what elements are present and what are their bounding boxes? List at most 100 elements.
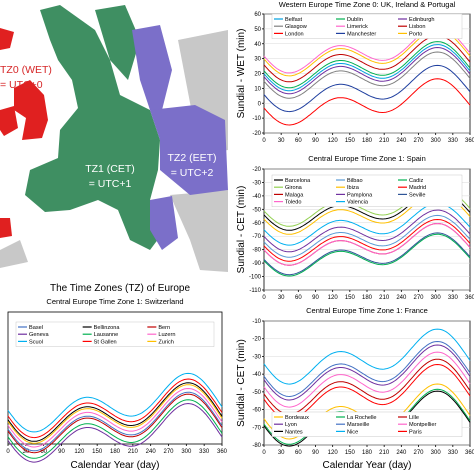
series-line-bern <box>7 393 223 454</box>
series-line-pamplona <box>263 209 471 253</box>
series-line-luzern <box>7 387 223 448</box>
xtick-label: 30 <box>278 450 285 456</box>
xtick-label: 150 <box>345 295 356 301</box>
xtick-label: 210 <box>379 138 390 144</box>
map-iceland <box>0 28 14 50</box>
legend-label: Manchester <box>347 31 376 37</box>
legend-box <box>271 13 463 39</box>
legend-label: Malaga <box>285 192 304 198</box>
xtick-label: 360 <box>465 138 474 144</box>
xtick-label: 120 <box>328 450 339 456</box>
series-line-scuol <box>7 372 223 433</box>
map-other-land <box>0 240 28 268</box>
map-portugal <box>0 218 12 238</box>
xtick-label: 60 <box>40 449 47 455</box>
ytick-label: -70 <box>252 425 261 431</box>
xtick-label: 360 <box>465 450 474 456</box>
legend-box <box>271 174 463 207</box>
series-line-marseille <box>263 340 471 398</box>
map-great-britain <box>14 80 48 140</box>
ytick-label: -80 <box>252 443 261 449</box>
legend-label: Girona <box>285 185 303 191</box>
legend-label: Edinburgh <box>409 17 435 23</box>
legend-label: Bordeaux <box>285 415 309 421</box>
legend-box <box>271 411 463 437</box>
tz2-line2: = UTC+2 <box>170 167 214 179</box>
ytick-label: -50 <box>252 207 261 213</box>
legend-label: Pamplona <box>347 192 373 198</box>
legend-label: Lyon <box>285 422 297 428</box>
tz0-line1: TZ0 (WET) <box>0 64 52 76</box>
legend-label: Zurich <box>158 339 174 345</box>
xtick-label: 90 <box>312 138 319 144</box>
xtick-label: 240 <box>396 295 407 301</box>
ytick-label: -20 <box>252 337 261 343</box>
xtick-label: 330 <box>448 295 459 301</box>
xtick-label: 120 <box>328 295 339 301</box>
series-line-geneva <box>7 402 223 463</box>
series-line-nice <box>263 328 471 385</box>
legend-label: Toledo <box>285 200 301 206</box>
legend-label: Paris <box>409 429 422 435</box>
legend-label: Lisbon <box>409 24 425 30</box>
tz1-line2: = UTC+1 <box>88 178 132 190</box>
legend-label: Porto <box>409 31 422 37</box>
y-axis-label: Sundial - WET (min) <box>236 29 247 119</box>
ytick-label: 20 <box>254 72 261 78</box>
xtick-label: 360 <box>217 449 228 455</box>
xtick-label: 180 <box>362 295 373 301</box>
xtick-label: 30 <box>278 138 285 144</box>
map-greece <box>150 196 178 250</box>
xtick-label: 180 <box>110 449 121 455</box>
series-line-edinburgh <box>263 46 471 95</box>
xtick-label: 270 <box>413 450 424 456</box>
legend-label: Dublin <box>347 17 363 23</box>
ytick-label: -30 <box>252 180 261 186</box>
xtick-label: 150 <box>345 450 356 456</box>
legend-box <box>15 321 215 347</box>
xtick-label: 30 <box>22 449 29 455</box>
chart-title: Central Europe Time Zone 1: France <box>306 306 428 315</box>
legend-label: St Gallen <box>94 339 117 345</box>
xtick-label: 120 <box>74 449 85 455</box>
series-line-belfast <box>263 44 471 92</box>
ytick-label: 50 <box>254 27 261 33</box>
ytick-label: -70 <box>252 234 261 240</box>
chart-title: Central Europe Time Zone 1: Switzerland <box>46 297 183 306</box>
xtick-label: 210 <box>379 295 390 301</box>
series-line-seville <box>263 232 471 276</box>
x-axis-label: Calendar Year (day) <box>71 460 160 471</box>
xtick-label: 210 <box>379 450 390 456</box>
y-axis-label: Sundial - CET (min) <box>236 186 247 274</box>
xtick-label: 300 <box>181 449 192 455</box>
xtick-label: 180 <box>362 138 373 144</box>
xtick-label: 0 <box>262 450 266 456</box>
tz2-line1: TZ2 (EET) <box>167 152 217 164</box>
map-label-tz0: TZ0 (WET) = UTC+0 <box>0 64 60 91</box>
series-line-london <box>263 78 471 126</box>
legend-label: Limerick <box>347 24 368 30</box>
series-line-st-gallen <box>7 378 223 439</box>
legend-label: Nice <box>347 429 358 435</box>
legend-label: Montpellier <box>409 422 436 428</box>
tz1-line1: TZ1 (CET) <box>85 163 135 175</box>
ytick-label: -20 <box>252 131 261 137</box>
series-line-basel <box>7 391 223 452</box>
xtick-label: 180 <box>362 450 373 456</box>
y-axis-label: Sundial - CET (min) <box>236 339 247 427</box>
series-line-manchester <box>263 64 471 113</box>
xtick-label: 0 <box>262 295 266 301</box>
legend-label: Belfast <box>285 17 303 23</box>
series-line-zurich <box>7 384 223 444</box>
xtick-label: 90 <box>312 450 319 456</box>
legend-label: Valencia <box>347 200 369 206</box>
xtick-label: 330 <box>448 450 459 456</box>
legend-label: Glasgow <box>285 24 308 30</box>
ytick-label: -40 <box>252 194 261 200</box>
map-eet-zone <box>150 105 228 195</box>
ytick-label: -30 <box>252 354 261 360</box>
ytick-label: -60 <box>252 221 261 227</box>
series-line-montpellier <box>263 351 471 408</box>
tz0-line2: = UTC+0 <box>0 79 43 91</box>
legend-label: Barcelona <box>285 178 311 184</box>
